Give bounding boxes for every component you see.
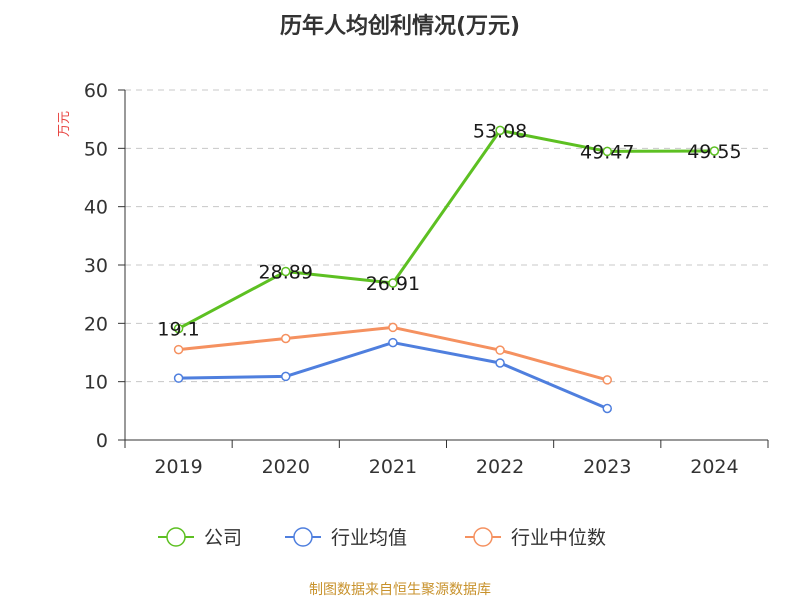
data-point xyxy=(281,371,291,382)
data-label: 49.47 xyxy=(580,141,634,163)
data-label: 26.91 xyxy=(366,273,420,295)
data-label: 49.55 xyxy=(687,141,741,163)
x-tick-label: 2023 xyxy=(583,456,631,478)
data-point xyxy=(495,345,505,355)
x-tick-label: 2019 xyxy=(154,456,202,478)
data-point xyxy=(173,344,184,355)
x-tick-label: 2024 xyxy=(690,456,738,478)
x-tick-label: 2022 xyxy=(476,456,524,478)
legend-swatch-marker xyxy=(473,527,493,547)
data-point xyxy=(495,125,505,136)
data-label: 28.89 xyxy=(259,261,313,283)
data-point xyxy=(388,337,398,348)
data-point xyxy=(602,375,612,385)
data-point xyxy=(602,146,612,157)
x-tick-label: 2021 xyxy=(369,456,417,478)
data-point xyxy=(709,146,720,156)
y-tick-label: 0 xyxy=(96,430,108,452)
data-point xyxy=(173,323,184,334)
axes: 0 10 20 30 40 50 60 2019 2020 2021 2022 2023 2024 xyxy=(84,80,769,478)
data-point xyxy=(388,278,398,288)
y-tick-label: 30 xyxy=(84,255,108,277)
y-tick-label: 40 xyxy=(84,197,108,219)
legend-label: 公司 xyxy=(204,527,242,549)
data-label: 19.1 xyxy=(157,319,199,341)
y-tick-label: 10 xyxy=(84,372,108,394)
data-point xyxy=(388,322,398,333)
series-line xyxy=(178,341,608,410)
series-line xyxy=(178,325,608,382)
series-lines xyxy=(173,125,720,414)
data-label: 53.08 xyxy=(473,120,527,142)
data-point xyxy=(602,403,612,414)
chart-title: 历年人均创利情况(万元) xyxy=(280,13,520,39)
legend-label: 行业均值 xyxy=(331,527,407,549)
data-point xyxy=(281,333,291,344)
x-tick-label: 2020 xyxy=(262,456,310,478)
series-line xyxy=(177,128,715,330)
y-tick-label: 50 xyxy=(84,138,108,160)
data-point xyxy=(173,373,184,383)
y-tick-label: 60 xyxy=(84,80,108,102)
legend-swatch-marker xyxy=(166,527,186,547)
legend: 公司 行业均值 行业中位数 xyxy=(158,527,606,549)
y-tick-label: 20 xyxy=(84,313,108,335)
source-note: 制图数据来自恒生聚源数据库 xyxy=(309,582,491,598)
data-point xyxy=(495,358,505,368)
y-axis-unit: 万元 xyxy=(57,111,72,137)
legend-swatch-marker xyxy=(293,527,313,547)
data-labels: 19.1 28.89 26.91 53.08 49.47 49.55 xyxy=(157,120,741,340)
data-point xyxy=(281,266,291,277)
legend-label: 行业中位数 xyxy=(511,527,606,549)
